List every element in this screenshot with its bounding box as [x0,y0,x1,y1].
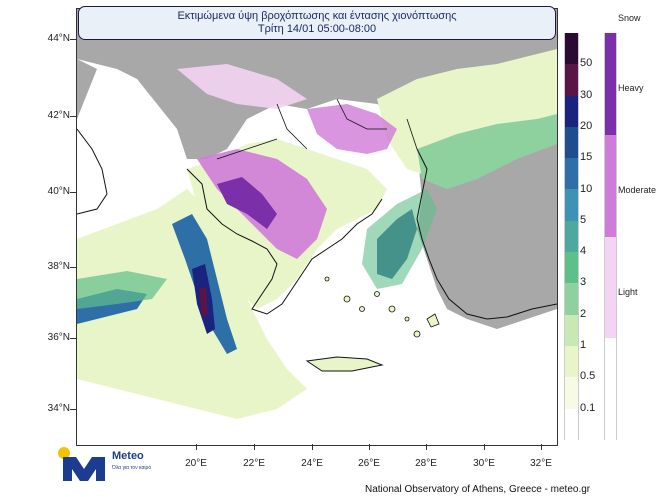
logo-m-icon [63,457,105,481]
lon-label: 28°E [415,458,437,469]
island [359,306,365,312]
lon-tick [541,444,542,450]
lon-tick [369,444,370,450]
rain-legend-label: 2 [580,307,587,320]
island-rhodes [426,313,440,328]
lat-label: 40°N [47,186,70,197]
rain-legend-segment [564,408,579,440]
island-crete [305,356,384,372]
precipitation-map [77,9,557,419]
rain-legend-segment [564,220,579,253]
rain-core-ionian [199,287,208,317]
rain-legend-segment [564,64,579,96]
rain-legend-label: 5 [580,213,587,226]
coastline-italy [77,128,108,215]
lat-label: 36°N [47,332,70,343]
snow-legend-bar [604,33,617,440]
lon-tick [484,444,485,450]
rain-legend-segment [564,314,579,346]
rain-legend-segment [564,377,579,409]
borders [216,98,418,160]
lat-label: 34°N [47,403,70,414]
snow-moderate-2 [307,104,397,154]
lon-label: 20°E [185,458,207,469]
lat-label: 42°N [47,110,70,121]
snow-heavy-1 [217,177,277,229]
land-balkans [77,9,557,159]
lon-label: 26°E [358,458,380,469]
rain-mid-west [77,271,167,309]
rain-legend-label: 4 [580,245,587,258]
title-line-1: Εκτιμώμενα ύψη βροχόπτωσης και έντασης χ… [177,10,457,22]
lon-tick [196,444,197,450]
rain-legend-label: 1 [580,339,587,352]
rain-legend-label: 30 [580,88,593,101]
lat-tick [70,338,76,339]
lon-label: 30°E [473,458,495,469]
rain-mid-east [417,114,557,189]
logo-name: Meteo [112,450,144,462]
rain-legend-segment [564,158,579,190]
lat-tick [70,39,76,40]
island [324,276,330,282]
lon-label: 22°E [243,458,265,469]
rain-legend-segment [564,126,579,159]
lon-label: 24°E [301,458,323,469]
rain-legend-segment [564,189,579,221]
rain-legend-segment [564,252,579,284]
snow-legend-segment [604,338,617,440]
snow-label-light: Light [618,287,638,297]
logo-sun-icon [58,447,70,459]
island [413,330,421,338]
coastline-turkey [416,148,557,320]
island [388,305,396,313]
coastline-greece [186,168,383,315]
rain-legend-label: 50 [580,57,593,70]
lat-tick [70,267,76,268]
rain-legend-segment [564,95,579,127]
map-frame [76,8,558,446]
lat-label: 44°N [47,33,70,44]
rain-legend-segment [564,33,579,65]
snow-legend-segment [604,236,617,339]
land-italy [77,59,97,119]
lat-tick [70,409,76,410]
credit-text: National Observatory of Athens, Greece -… [365,484,591,495]
snow-legend-segment [604,33,617,135]
rain-legend-segment [564,283,579,315]
lon-tick [312,444,313,450]
island [343,295,351,303]
snow-label-heavy: Heavy [618,83,644,93]
island [374,291,380,297]
lon-tick [254,444,255,450]
rain-legend-label: 10 [580,182,593,195]
island [404,316,410,322]
snow-label-moderate: Moderate [618,185,657,195]
rain-light-area [77,189,307,419]
rain-legend-label: 0.1 [580,401,596,414]
lon-tick [426,444,427,450]
snow-light-1 [177,64,307,109]
rain-legend-segment [564,345,579,378]
rain-legend-label: 20 [580,119,593,132]
lon-label: 32°E [530,458,552,469]
snow-legend-title: Snow [618,13,641,23]
rain-legend-label: 0.5 [580,370,596,383]
logo-tagline: Όλα για τον καιρό [112,465,152,471]
rain-legend-label: 15 [580,151,593,164]
rain-legend-label: 3 [580,276,587,289]
lat-tick [70,192,76,193]
rain-legend-bar [564,33,579,440]
lat-label: 38°N [47,261,70,272]
title-line-2: Τρίτη 14/01 05:00-08:00 [257,23,377,35]
land-italy-south [77,149,107,219]
meteo-logo [58,447,105,481]
snow-legend-segment [604,134,617,237]
map-title: Εκτιμώμενα ύψη βροχόπτωσης και έντασης χ… [78,6,556,40]
lat-tick [70,116,76,117]
